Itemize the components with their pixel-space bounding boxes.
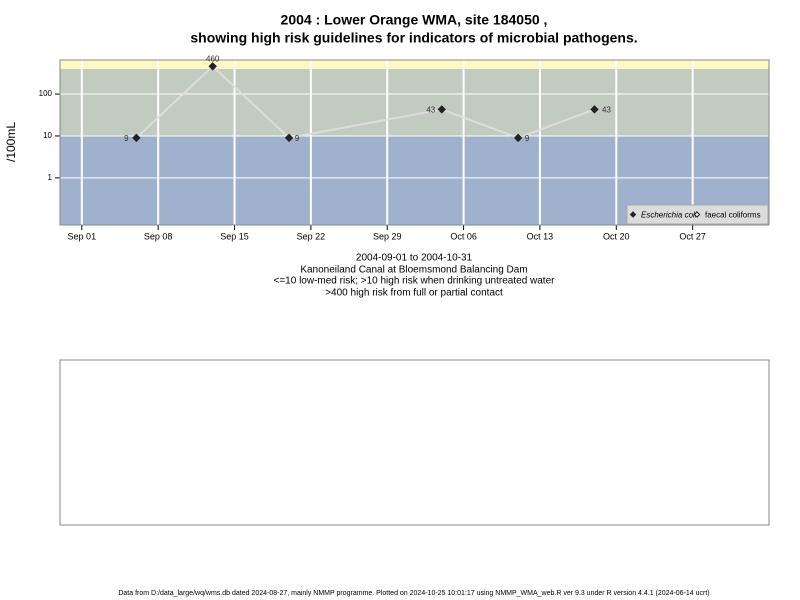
note: >400 high risk from full or partial cont… (325, 288, 503, 299)
series-line (135, 64, 595, 139)
note: <=10 low-med risk; >10 high risk when dr… (274, 276, 556, 287)
x-tick-label: Sep 08 (144, 231, 173, 241)
data-label: 9 (124, 134, 129, 143)
y-tick-label: 10 (43, 131, 52, 140)
empty-panel (59, 359, 770, 526)
data-label: 460 (206, 54, 220, 63)
y-axis-label: /100mL (4, 122, 18, 162)
data-point (513, 133, 523, 143)
data-label: 9 (295, 134, 300, 143)
note: 2004-09-01 to 2004-10-31 (356, 253, 473, 264)
data-label: 43 (602, 106, 611, 115)
data-point (132, 133, 141, 143)
legend-marker (629, 211, 637, 218)
x-tick-label: Oct 27 (679, 231, 706, 241)
data-label: 43 (426, 106, 435, 115)
footer: Data from D:/data_large/wq/wms.db dated … (118, 590, 709, 597)
x-tick-label: Sep 29 (373, 231, 402, 241)
risk-band (60, 68, 769, 136)
legend-label: Escherichia coli (641, 211, 697, 220)
x-tick-label: Sep 15 (220, 231, 249, 241)
plot-frame (59, 59, 770, 226)
x-tick-label: Oct 13 (527, 231, 554, 241)
x-tick-label: Oct 06 (450, 231, 477, 241)
data-point (284, 133, 294, 143)
x-tick-label: Sep 01 (68, 231, 97, 241)
risk-band (60, 60, 769, 69)
y-tick-label: 1 (48, 173, 53, 182)
legend-marker (693, 211, 701, 218)
x-tick-label: Oct 20 (603, 231, 630, 241)
note: Kanoneiland Canal at Bloemsmond Balancin… (300, 265, 527, 276)
data-point (590, 105, 599, 114)
x-tick-label: Sep 22 (297, 231, 326, 241)
y-tick-label: 100 (39, 89, 53, 98)
chart-title: 2004 : Lower Orange WMA, site 184050 , (281, 12, 548, 28)
data-point (208, 62, 217, 71)
chart-title: showing high risk guidelines for indicat… (190, 30, 637, 46)
legend-label: faecal coliforms (705, 211, 761, 220)
data-point (437, 105, 446, 114)
data-label: 9 (525, 134, 530, 143)
